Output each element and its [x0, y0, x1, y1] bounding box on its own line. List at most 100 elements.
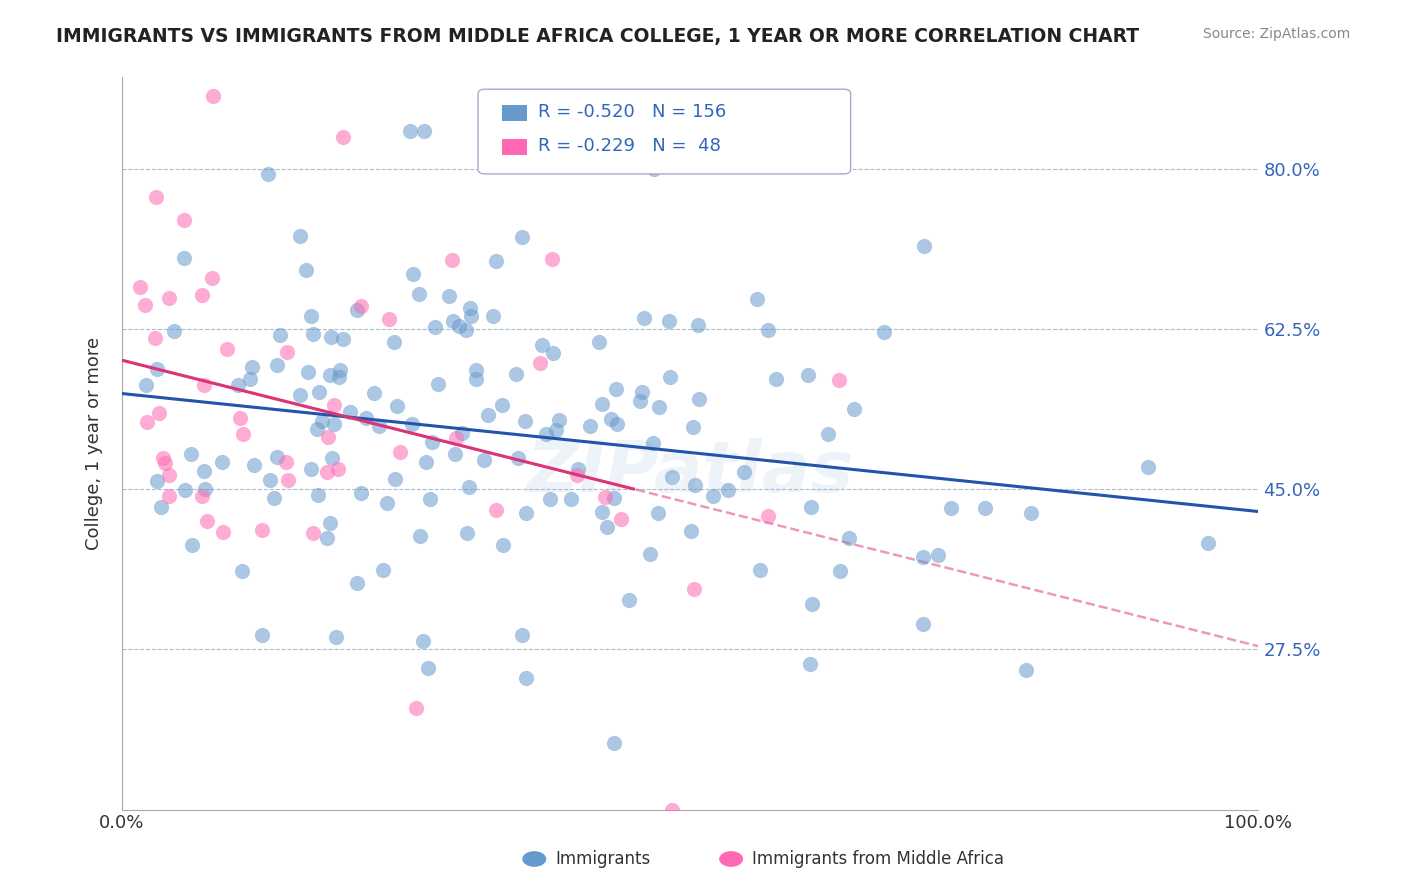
Point — [201, 270, 224, 285]
Point — [231, 564, 253, 578]
Point — [259, 473, 281, 487]
Point — [155, 456, 177, 470]
Point — [134, 297, 156, 311]
Point — [276, 344, 298, 359]
Point — [658, 370, 681, 384]
Point — [276, 455, 298, 469]
Point — [595, 520, 617, 534]
Point — [413, 123, 436, 137]
Point — [817, 427, 839, 442]
Point — [540, 252, 562, 266]
Point — [339, 405, 361, 419]
Point — [250, 628, 273, 642]
Point — [765, 372, 787, 386]
Point — [311, 414, 333, 428]
Point — [456, 323, 478, 337]
Point — [145, 189, 167, 203]
Point — [628, 394, 651, 409]
Point — [319, 368, 342, 383]
Point — [491, 398, 513, 412]
Point — [143, 331, 166, 345]
Point — [299, 462, 322, 476]
Point — [322, 398, 344, 412]
Point — [939, 501, 962, 516]
Point — [838, 531, 860, 545]
Point — [682, 420, 704, 434]
Point — [640, 548, 662, 562]
Point — [603, 736, 626, 750]
Point — [515, 506, 537, 520]
Point — [733, 465, 755, 479]
Point — [405, 701, 427, 715]
Point — [308, 384, 330, 399]
Point — [565, 468, 588, 483]
Point — [510, 230, 533, 244]
Point — [912, 239, 935, 253]
Point — [603, 491, 626, 505]
Point — [756, 508, 779, 523]
Point — [506, 450, 529, 465]
Point — [319, 516, 342, 530]
Point — [828, 564, 851, 578]
Point — [193, 464, 215, 478]
Point — [844, 402, 866, 417]
Point — [492, 538, 515, 552]
Point — [193, 378, 215, 392]
Point — [263, 491, 285, 506]
Point — [398, 124, 420, 138]
Point — [326, 462, 349, 476]
Point — [464, 363, 486, 377]
Point — [426, 376, 449, 391]
Point — [315, 466, 337, 480]
Point — [323, 417, 346, 432]
Point — [661, 470, 683, 484]
Point — [135, 377, 157, 392]
Point — [912, 616, 935, 631]
Point — [510, 628, 533, 642]
Point — [146, 361, 169, 376]
Point — [194, 482, 217, 496]
Point — [799, 657, 821, 671]
Point — [302, 525, 325, 540]
Point — [329, 363, 352, 377]
Point — [346, 302, 368, 317]
Point — [315, 531, 337, 545]
Point — [1014, 663, 1036, 677]
Point — [974, 501, 997, 516]
Point — [319, 330, 342, 344]
Text: Source: ZipAtlas.com: Source: ZipAtlas.com — [1202, 27, 1350, 41]
Point — [648, 400, 671, 414]
Point — [191, 489, 214, 503]
Point — [299, 309, 322, 323]
Point — [211, 524, 233, 539]
Point — [266, 358, 288, 372]
Point — [325, 631, 347, 645]
Point — [460, 309, 482, 323]
Point — [484, 503, 506, 517]
Point — [441, 253, 464, 268]
Y-axis label: College, 1 year or more: College, 1 year or more — [86, 337, 103, 550]
Point — [599, 412, 621, 426]
Point — [377, 495, 399, 509]
Point — [269, 328, 291, 343]
Point — [382, 334, 405, 349]
Point — [591, 505, 613, 519]
Point — [328, 370, 350, 384]
Point — [316, 430, 339, 444]
Point — [458, 301, 481, 316]
Point — [643, 435, 665, 450]
Point — [226, 378, 249, 392]
Point — [195, 514, 218, 528]
Point — [530, 338, 553, 352]
Point — [277, 473, 299, 487]
Point — [1197, 536, 1219, 550]
Point — [157, 291, 180, 305]
Point — [444, 431, 467, 445]
Point — [321, 451, 343, 466]
Point — [416, 661, 439, 675]
Point — [297, 365, 319, 379]
Point — [609, 512, 631, 526]
Point — [529, 356, 551, 370]
Point — [560, 491, 582, 506]
Point — [465, 372, 488, 386]
